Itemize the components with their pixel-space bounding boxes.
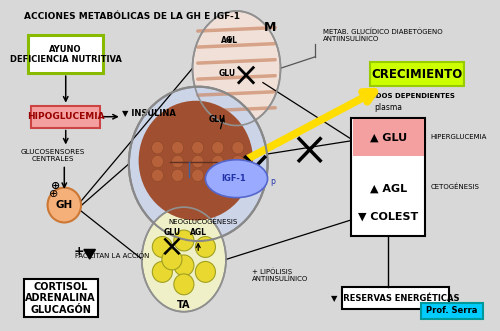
Text: NEOGLUCOGÉNESIS: NEOGLUCOGÉNESIS xyxy=(168,218,237,225)
Text: ▼ INSULINA: ▼ INSULINA xyxy=(122,108,176,117)
Text: + LIPÓLISIS
ANTIINSULÍNICO: + LIPÓLISIS ANTIINSULÍNICO xyxy=(252,268,308,282)
Ellipse shape xyxy=(172,141,183,154)
Text: ▲ GLU: ▲ GLU xyxy=(370,132,407,142)
Ellipse shape xyxy=(212,169,224,182)
Ellipse shape xyxy=(172,155,183,168)
Text: AGL: AGL xyxy=(221,36,238,45)
Text: HIPOGLUCEMIA: HIPOGLUCEMIA xyxy=(26,113,104,121)
Text: ⊕: ⊕ xyxy=(49,189,58,199)
FancyBboxPatch shape xyxy=(24,279,98,317)
Text: ▼  RESERVAS ENERGÉTICAS: ▼ RESERVAS ENERGÉTICAS xyxy=(332,293,460,303)
Text: HIPERGLUCEMIA: HIPERGLUCEMIA xyxy=(430,134,486,140)
Ellipse shape xyxy=(138,101,253,220)
Ellipse shape xyxy=(48,188,81,222)
Text: CRECIMIENTO: CRECIMIENTO xyxy=(372,68,462,80)
Text: AGL: AGL xyxy=(190,228,206,237)
Text: GLU: GLU xyxy=(218,70,236,78)
Text: METAB. GLUCÍDICO DIABETÓGENO
ANTIINSULÍNICO: METAB. GLUCÍDICO DIABETÓGENO ANTIINSULÍN… xyxy=(322,28,442,42)
Text: ▲ AGL: ▲ AGL xyxy=(370,184,407,194)
FancyBboxPatch shape xyxy=(31,106,100,127)
Ellipse shape xyxy=(152,141,164,154)
Ellipse shape xyxy=(162,249,182,270)
Ellipse shape xyxy=(174,255,194,276)
Ellipse shape xyxy=(129,87,268,241)
Text: TA: TA xyxy=(177,301,190,310)
Text: ACCIONES METABÓLICAS DE LA GH E IGF-1: ACCIONES METABÓLICAS DE LA GH E IGF-1 xyxy=(24,12,240,21)
FancyBboxPatch shape xyxy=(352,118,426,236)
Text: CETOGÉNESIS: CETOGÉNESIS xyxy=(430,184,479,190)
Text: GLUCOSENSORES
CENTRALES: GLUCOSENSORES CENTRALES xyxy=(21,149,86,162)
Ellipse shape xyxy=(212,141,224,154)
FancyBboxPatch shape xyxy=(28,35,102,73)
Ellipse shape xyxy=(232,141,244,154)
Ellipse shape xyxy=(196,261,216,282)
Text: AYUNO
DEFICIENCIA NUTRITIVA: AYUNO DEFICIENCIA NUTRITIVA xyxy=(10,45,122,64)
Ellipse shape xyxy=(192,11,280,125)
Text: IGF-1: IGF-1 xyxy=(222,174,246,183)
FancyBboxPatch shape xyxy=(420,303,483,319)
Ellipse shape xyxy=(212,155,224,168)
Ellipse shape xyxy=(142,207,226,312)
Ellipse shape xyxy=(172,169,183,182)
Text: FACILITAN LA ACCIÓN: FACILITAN LA ACCIÓN xyxy=(75,253,150,260)
Ellipse shape xyxy=(232,155,244,168)
Ellipse shape xyxy=(192,169,203,182)
Ellipse shape xyxy=(152,155,164,168)
Ellipse shape xyxy=(152,261,172,282)
Text: plasma: plasma xyxy=(374,103,402,112)
Text: p: p xyxy=(270,177,275,186)
Ellipse shape xyxy=(152,169,164,182)
Polygon shape xyxy=(84,250,96,259)
Text: ▼ COLEST: ▼ COLEST xyxy=(358,212,418,221)
FancyBboxPatch shape xyxy=(370,62,464,86)
Ellipse shape xyxy=(174,274,194,295)
FancyBboxPatch shape xyxy=(353,119,424,156)
Ellipse shape xyxy=(192,155,203,168)
FancyBboxPatch shape xyxy=(342,287,450,309)
Text: ⊕: ⊕ xyxy=(51,181,60,191)
Ellipse shape xyxy=(206,160,268,198)
Text: TEJIDOS DEPENDIENTES: TEJIDOS DEPENDIENTES xyxy=(360,93,454,99)
Ellipse shape xyxy=(192,141,203,154)
Text: CORTISOL
ADRENALINA
GLUCAGÓN: CORTISOL ADRENALINA GLUCAGÓN xyxy=(26,282,96,315)
Text: GLU: GLU xyxy=(164,228,180,237)
Text: GLU: GLU xyxy=(209,115,226,123)
Ellipse shape xyxy=(232,169,244,182)
Text: GH: GH xyxy=(56,200,73,210)
Text: Prof. Serra: Prof. Serra xyxy=(426,307,478,315)
Ellipse shape xyxy=(152,237,172,258)
Text: M: M xyxy=(264,21,276,33)
Text: +: + xyxy=(74,245,84,258)
Ellipse shape xyxy=(196,237,216,258)
Ellipse shape xyxy=(174,230,194,251)
